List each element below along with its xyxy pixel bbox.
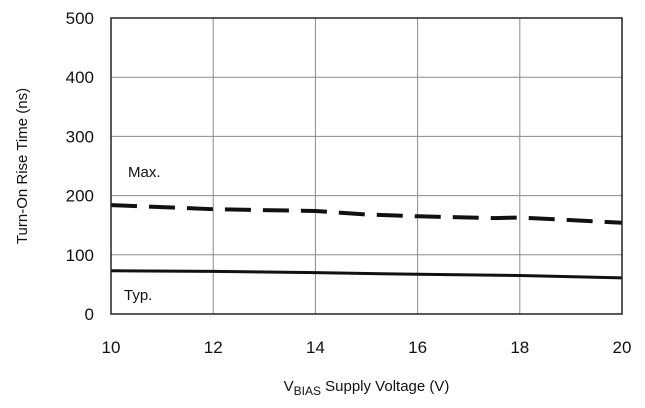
y-tick-label-500: 500 bbox=[66, 9, 94, 28]
series-line-max bbox=[110, 203, 623, 225]
x-tick-label-14: 14 bbox=[306, 338, 325, 357]
x-axis-title-subscript: BIAS bbox=[294, 384, 321, 398]
series-layer bbox=[110, 203, 623, 280]
x-axis-title-prefix: V bbox=[284, 378, 294, 395]
x-tick-label-18: 18 bbox=[510, 338, 529, 357]
y-axis-title: Turn-On Rise Time (ns) bbox=[14, 88, 31, 244]
x-axis-title-suffix: Supply Voltage (V) bbox=[321, 378, 449, 395]
y-tick-labels: 0 100 200 300 400 500 bbox=[66, 9, 94, 324]
x-tick-label-20: 20 bbox=[613, 338, 632, 357]
y-tick-label-0: 0 bbox=[85, 305, 94, 324]
x-tick-label-10: 10 bbox=[102, 338, 121, 357]
y-tick-label-400: 400 bbox=[66, 68, 94, 87]
y-tick-label-300: 300 bbox=[66, 127, 94, 146]
x-tick-labels: 10 12 14 16 18 20 bbox=[102, 338, 632, 357]
series-line-typ bbox=[110, 269, 623, 280]
y-tick-label-100: 100 bbox=[66, 246, 94, 265]
grid bbox=[111, 18, 622, 314]
series-label-max: Max. bbox=[128, 164, 161, 181]
plot-frame bbox=[110, 17, 623, 315]
x-tick-label-16: 16 bbox=[408, 338, 427, 357]
x-tick-label-12: 12 bbox=[204, 338, 223, 357]
series-label-typ: Typ. bbox=[124, 287, 152, 304]
y-tick-label-200: 200 bbox=[66, 187, 94, 206]
x-axis-title: VBIAS Supply Voltage (V) bbox=[284, 378, 450, 398]
